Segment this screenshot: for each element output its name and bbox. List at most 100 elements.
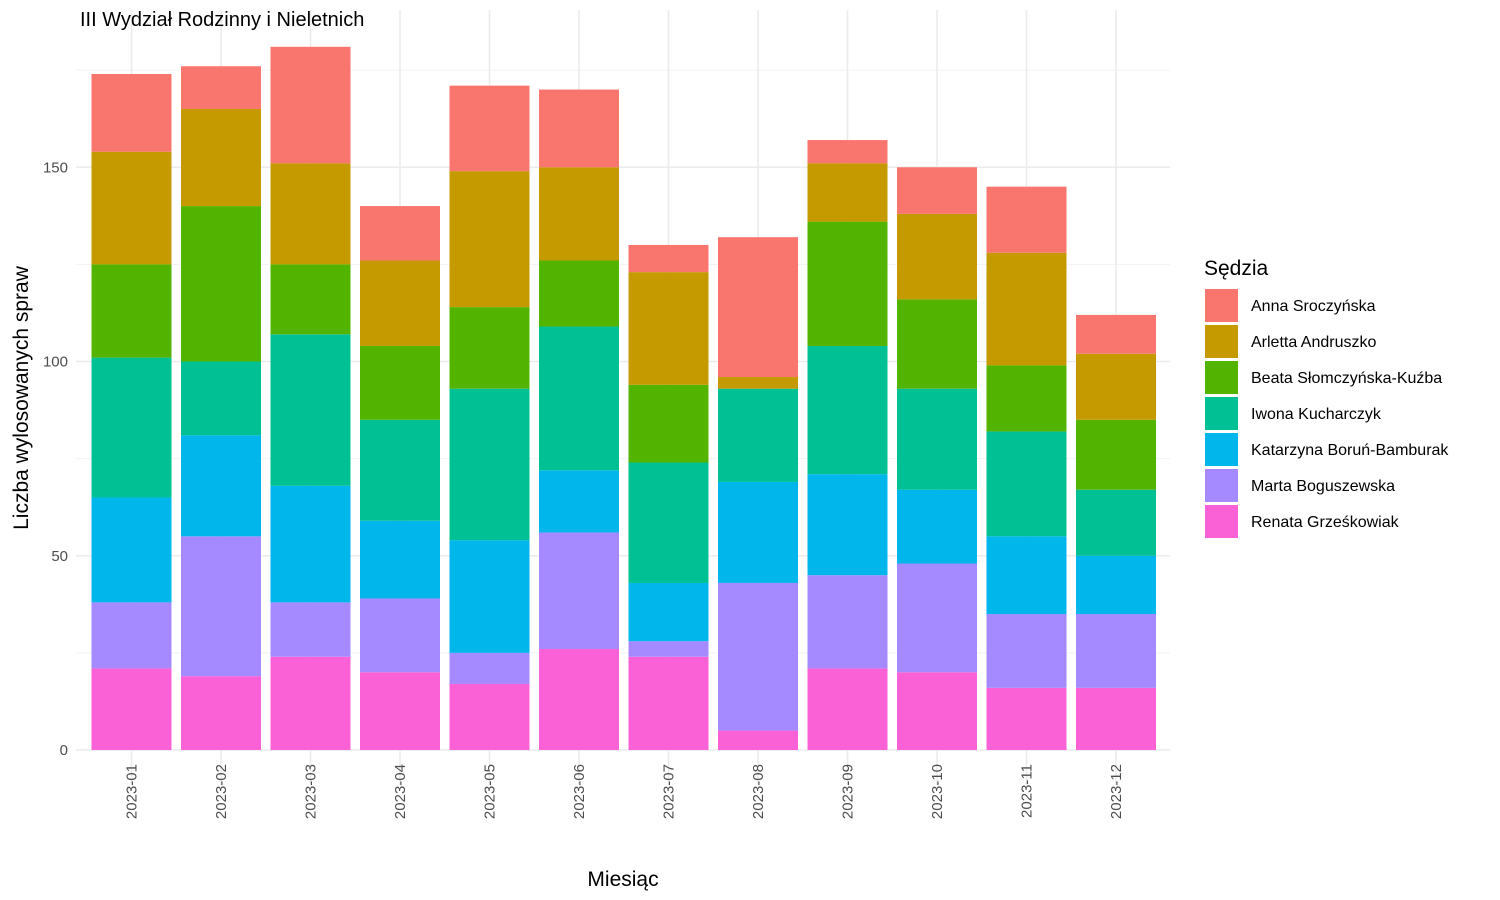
bar-segment: [897, 299, 977, 389]
bar-segment: [539, 532, 619, 649]
bar-segment: [897, 388, 977, 490]
legend-swatch: [1205, 325, 1238, 358]
bar-segment: [360, 345, 440, 420]
y-tick-label: 100: [43, 354, 68, 371]
bar-stack-2023-09: [807, 140, 888, 750]
bar-segment: [1076, 687, 1156, 750]
x-tick-label: 2023-12: [1108, 764, 1125, 819]
x-tick-label: 2023-04: [392, 764, 409, 819]
bar-segment: [1076, 419, 1156, 490]
bar-stacks: [91, 46, 1156, 750]
bar-segment: [628, 272, 709, 385]
bar-segment: [91, 497, 172, 603]
y-tick-label: 150: [43, 159, 68, 176]
bar-segment: [807, 345, 888, 475]
bar-segment: [270, 46, 351, 164]
bar-segment: [539, 470, 619, 533]
bar-segment: [360, 520, 440, 599]
bar-segment: [270, 334, 351, 486]
bar-segment: [91, 264, 172, 358]
bar-segment: [986, 614, 1067, 688]
bar-segment: [181, 435, 261, 537]
bar-stack-2023-12: [1076, 314, 1156, 750]
bar-segment: [628, 462, 709, 583]
bar-stack-2023-06: [539, 89, 619, 750]
legend-swatch: [1205, 505, 1238, 538]
bar-segment: [628, 582, 709, 642]
bar-segment: [1076, 314, 1156, 354]
bar-segment: [539, 167, 619, 261]
bar-segment: [181, 536, 261, 677]
bar-segment: [1076, 555, 1156, 615]
bar-stack-2023-08: [718, 237, 798, 750]
y-axis-title: Liczba wylosowanych spraw: [10, 265, 33, 530]
bar-stack-2023-01: [91, 74, 172, 750]
bar-segment: [539, 648, 619, 750]
chart-title: III Wydział Rodzinny i Nieletnich: [80, 9, 364, 31]
legend: Sędzia Anna Sroczyńska Arletta Andruszko B…: [1204, 257, 1449, 538]
bar-segment: [628, 641, 709, 657]
bar-segment: [1076, 353, 1156, 420]
bar-segment: [449, 652, 530, 684]
x-tick-label: 2023-05: [482, 764, 499, 819]
bar-segment: [270, 656, 351, 750]
x-axis-title: Miesiąc: [587, 868, 658, 891]
bar-segment: [539, 326, 619, 471]
bar-segment: [718, 237, 798, 378]
y-tick-label: 50: [51, 548, 68, 565]
bar-segment: [539, 260, 619, 327]
bar-segment: [986, 536, 1067, 615]
bar-segment: [360, 598, 440, 673]
bar-segment: [449, 307, 530, 389]
legend-swatch: [1205, 289, 1238, 322]
bar-segment: [807, 668, 888, 750]
bar-segment: [807, 474, 888, 576]
legend-label: Iwona Kucharczyk: [1251, 406, 1382, 423]
bar-segment: [986, 252, 1067, 366]
bar-segment: [360, 260, 440, 346]
bar-segment: [807, 140, 888, 164]
bar-segment: [91, 151, 172, 265]
bar-segment: [449, 388, 530, 541]
bar-segment: [897, 672, 977, 750]
bar-segment: [986, 186, 1067, 253]
bar-segment: [807, 575, 888, 669]
x-tick-label: 2023-09: [840, 764, 857, 819]
bar-segment: [270, 485, 351, 603]
bar-segment: [718, 377, 798, 389]
bar-segment: [181, 66, 261, 109]
bar-segment: [628, 384, 709, 463]
y-axis: 0 50 100 150: [43, 159, 68, 759]
x-tick-label: 2023-02: [213, 764, 230, 819]
legend-swatch: [1205, 469, 1238, 502]
bar-segment: [1076, 489, 1156, 556]
legend-title: Sędzia: [1204, 257, 1269, 280]
x-tick-label: 2023-08: [750, 764, 767, 819]
x-tick-label: 2023-11: [1019, 764, 1036, 818]
bar-segment: [807, 221, 888, 346]
bar-segment: [181, 361, 261, 436]
x-axis: 2023-01 2023-02 2023-03 2023-04 2023-05 2023-…: [124, 764, 1126, 819]
bar-segment: [897, 213, 977, 300]
bar-segment: [181, 108, 261, 207]
bar-segment: [360, 206, 440, 261]
bar-segment: [91, 357, 172, 498]
bar-segment: [1076, 614, 1156, 688]
bar-stack-2023-11: [986, 186, 1067, 750]
x-tick-label: 2023-03: [303, 764, 320, 819]
y-tick-label: 0: [60, 742, 68, 759]
bar-stack-2023-05: [449, 85, 530, 750]
x-tick-label: 2023-06: [571, 764, 588, 819]
legend-label: Beata Słomczyńska-Kuźba: [1251, 370, 1442, 387]
bar-segment: [897, 489, 977, 564]
bar-segment: [986, 431, 1067, 537]
bar-segment: [718, 481, 798, 583]
legend-swatch: [1205, 397, 1238, 430]
legend-label: Arletta Andruszko: [1251, 334, 1377, 351]
legend-label: Katarzyna Boruń-Bamburak: [1251, 442, 1449, 459]
bar-segment: [181, 676, 261, 750]
bar-segment: [897, 563, 977, 673]
bar-segment: [449, 540, 530, 653]
legend-label: Renata Grześkowiak: [1251, 514, 1400, 531]
